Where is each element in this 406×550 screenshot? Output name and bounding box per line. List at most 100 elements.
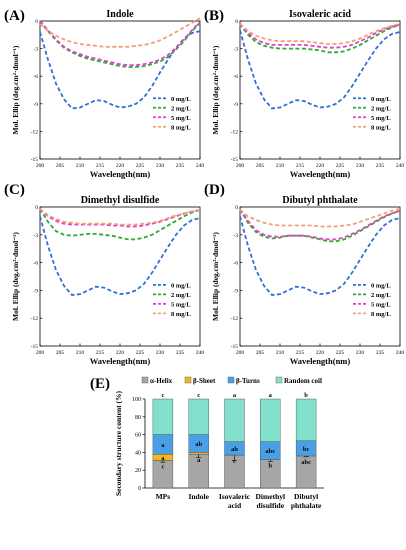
significance-label: c (197, 392, 200, 399)
panel-letter: (A) (4, 8, 25, 24)
x-tick-label: 200 (36, 163, 45, 169)
x-tick-label: 205 (56, 163, 65, 169)
x-tick-label: 215 (296, 350, 305, 356)
y-tick-label: 100 (132, 397, 141, 403)
series-line (239, 29, 401, 110)
series-line (239, 23, 401, 49)
series-line (239, 208, 401, 243)
bar-segment (260, 398, 281, 442)
legend-label: 8 mg/L (171, 311, 191, 318)
x-tick-label: 220 (116, 163, 125, 169)
y-tick-label: 0 (35, 19, 38, 25)
x-tick-label: 225 (336, 163, 345, 169)
x-tick-label: 225 (136, 163, 145, 169)
x-tick-label: 240 (396, 350, 405, 356)
bar-segment (152, 398, 174, 435)
x-tick-label: 215 (96, 350, 105, 356)
y-tick-label: -3 (233, 47, 238, 53)
y-tick-label: -15 (231, 157, 239, 163)
plot-frame (39, 20, 201, 160)
legend-label: Random coil (284, 377, 322, 385)
panel-title: Dimethyl disulfide (81, 195, 160, 206)
significance-label: a (233, 392, 237, 399)
x-tick-label: 235 (176, 350, 185, 356)
panel-title: Dibutyl phthalate (282, 195, 358, 206)
x-tick-label: 240 (196, 163, 205, 169)
y-tick-label: 40 (135, 450, 141, 456)
x-tick-label: 200 (36, 350, 45, 356)
y-tick-label: -9 (33, 288, 38, 294)
y-tick-label: -6 (233, 261, 238, 267)
legend-label: 0 mg/L (171, 282, 191, 289)
y-tick-label: 0 (138, 486, 141, 492)
significance-label: abc (265, 448, 275, 455)
significance-label: a (161, 442, 165, 449)
legend-label: 5 mg/L (371, 301, 391, 308)
legend-swatch (141, 376, 149, 384)
x-tick-label: 220 (316, 350, 325, 356)
significance-label: c (233, 458, 236, 465)
legend-label: 2 mg/L (371, 105, 391, 112)
y-tick-label: -12 (231, 129, 239, 135)
y-tick-label: -15 (31, 157, 39, 163)
y-tick-label: -9 (233, 288, 238, 294)
significance-label: b (268, 463, 272, 470)
y-tick-label: -15 (231, 344, 239, 350)
legend-label: 5 mg/L (171, 301, 191, 308)
category-label: Dimethyl (256, 492, 286, 501)
x-tick-label: 210 (76, 350, 85, 356)
significance-label: ab (195, 441, 202, 448)
category-label: Dibutyl (294, 492, 318, 501)
x-tick-label: 205 (256, 350, 265, 356)
category-label: acid (228, 501, 242, 510)
panel-letter: (D) (204, 182, 225, 198)
y-tick-label: -6 (33, 74, 38, 80)
significance-label: ab (231, 446, 238, 453)
x-tick-label: 210 (276, 350, 285, 356)
legend-label: 2 mg/L (171, 292, 191, 299)
y-axis-label: Mol. Ellip (deg.cm²·dmol⁻¹) (11, 45, 20, 134)
legend-label: β-Turns (236, 377, 260, 385)
y-tick-label: -6 (233, 74, 238, 80)
y-tick-label: 0 (235, 19, 238, 25)
y-tick-label: 0 (235, 205, 238, 211)
y-tick-label: 80 (135, 415, 141, 421)
series-line (39, 17, 201, 48)
legend-label: 5 mg/L (171, 115, 191, 122)
bar-segment (188, 398, 209, 435)
legend-label: 0 mg/L (371, 96, 391, 103)
significance-label: c (161, 392, 164, 399)
significance-label: bc (303, 446, 310, 453)
x-axis-label: Wavelength(nm) (90, 356, 151, 366)
series-line (39, 20, 201, 67)
legend-swatch (184, 376, 192, 384)
series-line (239, 209, 401, 241)
significance-label: a (197, 457, 201, 464)
x-tick-label: 230 (156, 350, 165, 356)
legend-label: 8 mg/L (371, 124, 391, 131)
category-label: Indole (188, 492, 209, 501)
x-tick-label: 225 (136, 350, 145, 356)
panel-title: Isovaleric acid (289, 9, 351, 20)
panel-letter: (C) (4, 182, 25, 198)
panel-c: (C) Dimethyl disulfide 200 205 210 215 220 225 2… (4, 182, 204, 366)
legend-swatch (227, 376, 235, 384)
series-line (39, 208, 201, 228)
legend-swatch (275, 376, 283, 384)
x-tick-label: 220 (316, 163, 325, 169)
panel-d: (D) Dibutyl phthalate 200 205 210 215 220 225 23… (204, 182, 404, 366)
bar-segment (188, 452, 209, 455)
panel-letter: (E) (90, 376, 110, 392)
y-tick-label: -6 (33, 261, 38, 267)
y-tick-label: -15 (31, 344, 39, 350)
x-tick-label: 240 (196, 350, 205, 356)
significance-label: abc (301, 459, 311, 466)
y-tick-label: -9 (233, 102, 238, 108)
x-tick-label: 215 (96, 163, 105, 169)
x-axis-label: Wavelength(nm) (90, 169, 151, 179)
x-tick-label: 210 (76, 163, 85, 169)
x-tick-label: 230 (356, 163, 365, 169)
category-label: phthalate (291, 501, 322, 510)
legend-label: β-Sheet (193, 377, 216, 385)
